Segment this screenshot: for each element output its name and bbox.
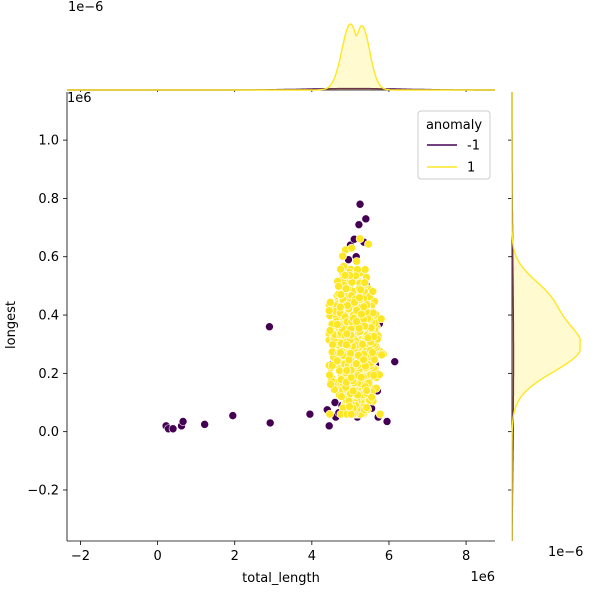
y-axis-label: longest (4, 301, 19, 349)
scatter-point-anomaly-1 (367, 392, 376, 402)
right-density-fill-1 (512, 92, 581, 541)
scatter-point-anomaly-1 (360, 265, 370, 274)
scatter-point-anomaly-1 (368, 287, 378, 296)
y-offset-label: 1e6 (67, 91, 92, 106)
scatter-point-anomaly-minus1 (265, 418, 275, 428)
x-offset-label: 1e6 (470, 570, 495, 585)
scatter-point-anomaly-1 (341, 284, 351, 293)
scatter-point-anomaly-1 (325, 326, 335, 335)
y-tick-label: 0.2 (38, 367, 59, 382)
scatter-point-anomaly-1 (337, 392, 346, 401)
scatter-point-anomaly-1 (359, 355, 368, 365)
right-marginal-offset-label: 1e−6 (548, 545, 583, 560)
scatter-point-anomaly-1 (362, 403, 371, 412)
scatter-point-anomaly-1 (356, 285, 366, 295)
scatter-point-anomaly-1 (338, 251, 348, 261)
scatter-point-anomaly-1 (359, 302, 369, 312)
scatter-point-anomaly-1 (336, 302, 345, 312)
scatter-point-anomaly-1 (342, 329, 352, 339)
scatter-point-anomaly-minus1 (305, 409, 315, 419)
scatter-point-anomaly-1 (364, 239, 373, 249)
scatter-point-anomaly-1 (358, 340, 367, 349)
scatter-point-anomaly-1 (326, 297, 335, 307)
scatter-point-anomaly-1 (370, 355, 379, 364)
scatter-point-anomaly-1 (335, 366, 344, 376)
top-marginal-offset-label: 1e−6 (68, 0, 103, 15)
legend-title: anomaly (426, 118, 482, 133)
scatter-point-anomaly-minus1 (324, 421, 334, 431)
scatter-point-anomaly-1 (352, 257, 361, 266)
scatter-point-anomaly-1 (346, 409, 356, 419)
scatter-point-anomaly-1 (376, 314, 386, 324)
scatter-point-anomaly-1 (368, 348, 377, 357)
x-tick-label: −2 (71, 549, 90, 564)
y-tick-label: 0.0 (38, 425, 59, 440)
scatter-point-anomaly-1 (362, 386, 371, 395)
legend-label-1: 1 (467, 161, 475, 176)
scatter-point-anomaly-1 (355, 234, 365, 244)
scatter-point-anomaly-1 (332, 320, 342, 329)
scatter-point-anomaly-1 (345, 402, 354, 411)
y-tick-label: −0.2 (27, 483, 59, 498)
scatter-point-anomaly-1 (336, 290, 346, 299)
scatter-point-anomaly-1 (328, 340, 337, 349)
scatter-point-anomaly-1 (369, 371, 379, 380)
y-tick-label: 0.8 (38, 192, 59, 207)
scatter-point-anomaly-1 (356, 372, 366, 382)
legend: anomaly -1 1 (417, 110, 491, 180)
scatter-point-anomaly-1 (336, 264, 345, 274)
scatter-point-anomaly-1 (346, 373, 356, 382)
scatter-point-anomaly-1 (325, 370, 334, 380)
scatter-point-anomaly-1 (348, 386, 358, 396)
scatter-point-anomaly-1 (363, 333, 373, 343)
scatter-point-anomaly-1 (375, 409, 385, 419)
x-tick-label: 6 (385, 549, 393, 564)
top-density-fill-1 (67, 23, 495, 90)
scatter-point-anomaly-minus1 (200, 420, 209, 429)
y-tick-label: 1.0 (38, 134, 59, 149)
y-axis-ticks: −0.2 0.0 0.2 0.4 0.6 0.8 1.0 (27, 134, 67, 498)
scatter-point-anomaly-1 (336, 348, 345, 357)
scatter-point-anomaly-minus1 (390, 357, 400, 366)
right-marginal-density (508, 92, 581, 541)
scatter-point-anomaly-1 (344, 355, 354, 365)
scatter-point-anomaly-1 (360, 278, 370, 287)
scatter-point-anomaly-1 (342, 366, 352, 375)
scatter-point-anomaly-1 (326, 380, 335, 389)
top-density-line-1 (67, 23, 495, 91)
x-axis-label: total_length (242, 571, 320, 586)
scatter-point-anomaly-minus1 (382, 417, 392, 426)
scatter-point-anomaly-1 (325, 409, 335, 419)
right-density-line-1 (511, 92, 581, 541)
scatter-cluster-anomaly-1 (324, 234, 388, 419)
scatter-point-anomaly-minus1 (355, 199, 365, 209)
x-tick-label: 2 (231, 549, 239, 564)
x-tick-label: 4 (308, 549, 316, 564)
legend-label-minus1: -1 (467, 139, 480, 154)
x-axis-ticks: −2 0 2 4 6 8 (71, 541, 470, 564)
scatter-point-anomaly-1 (357, 309, 366, 319)
scatter-point-anomaly-minus1 (361, 214, 371, 224)
y-tick-label: 0.6 (38, 250, 59, 265)
scatter-point-anomaly-minus1 (265, 322, 274, 332)
scatter-point-anomaly-1 (340, 271, 350, 280)
scatter-point-anomaly-1 (334, 282, 343, 291)
x-tick-label: 0 (153, 549, 161, 564)
scatter-point-anomaly-1 (355, 293, 364, 303)
scatter-point-anomaly-1 (351, 359, 361, 369)
scatter-point-anomaly-minus1 (168, 424, 178, 434)
scatter-point-anomaly-1 (332, 356, 342, 366)
scatter-point-anomaly-1 (347, 243, 356, 253)
scatter-point-anomaly-minus1 (228, 411, 238, 420)
x-tick-label: 8 (462, 549, 470, 564)
scatter-point-anomaly-1 (342, 340, 351, 350)
scatter-point-anomaly-1 (352, 317, 361, 326)
scatter-point-anomaly-1 (324, 306, 334, 316)
scatter-point-anomaly-1 (377, 350, 387, 360)
scatter-point-anomaly-minus1 (178, 417, 188, 426)
top-marginal-density (67, 23, 495, 94)
y-tick-label: 0.4 (38, 309, 59, 324)
scatter-point-anomaly-minus1 (354, 220, 364, 229)
